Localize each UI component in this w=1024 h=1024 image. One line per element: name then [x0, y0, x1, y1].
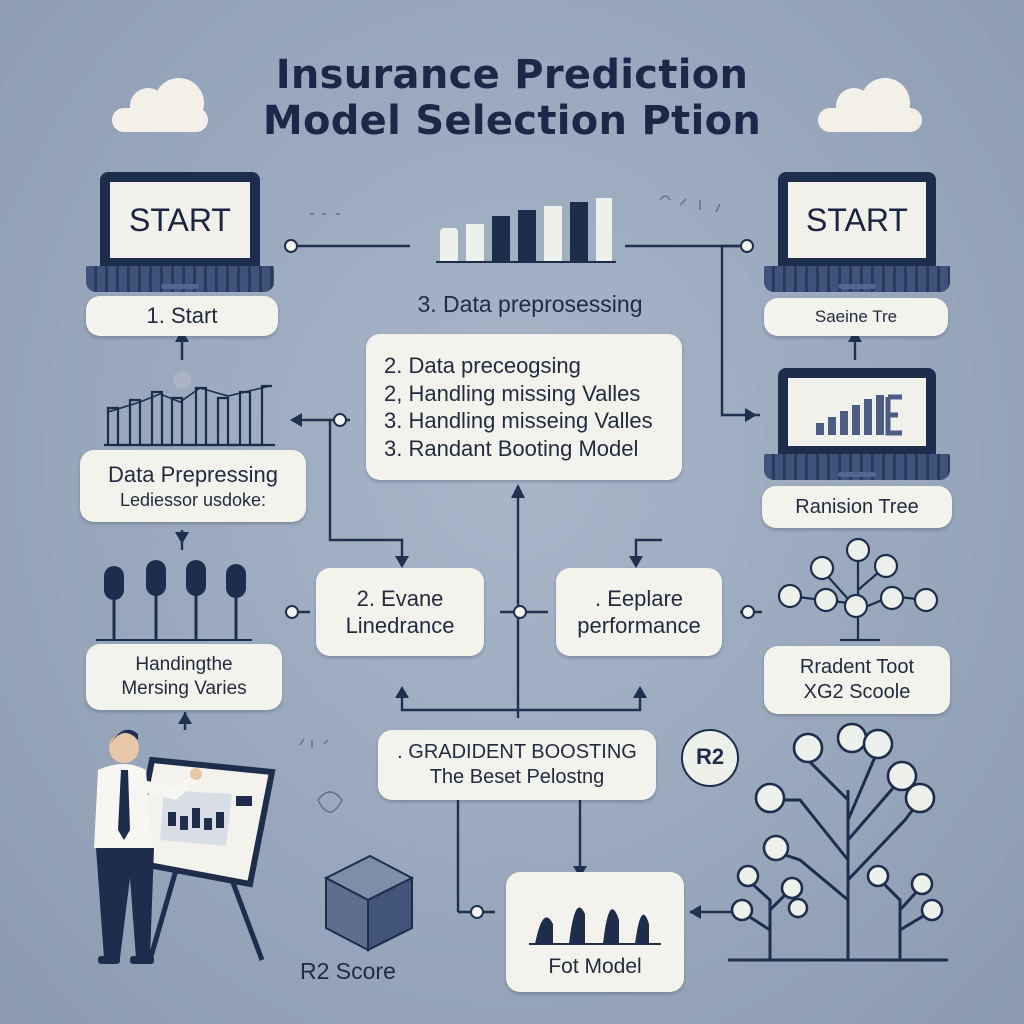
laptop-right-screen-text: START [788, 182, 926, 258]
cloud-icon-left [112, 78, 208, 132]
laptop-left-screen-text: START [110, 182, 250, 258]
fot-model-chart-icon [529, 907, 661, 945]
cloud-icon-right [818, 78, 922, 132]
connector-nodes [173, 239, 755, 919]
label-gradient-boosting: . GRADIDENT BOOSTING The Beset Pelostng [378, 730, 656, 800]
label-data-preprosessing-top: 3. Data preprosessing [417, 290, 643, 317]
label-ranision-tree: Ranision Tree [762, 486, 952, 528]
steps-item-4: 3. Randant Booting Model [384, 435, 639, 461]
cube-icon [323, 854, 415, 952]
large-tree-icon [728, 749, 948, 962]
steps-card: 2. Data preceogsing 2, Handling missing … [366, 334, 682, 480]
label-saeine: Saeine Tre [764, 298, 948, 336]
left-line-chart [104, 384, 275, 447]
label-start: 1. Start [86, 296, 278, 336]
card-fot-model: Fot Model [506, 872, 684, 992]
label-data-prepressing-left: Data Prepressing Lediessor usdoke: [80, 450, 306, 522]
laptop-chart [764, 368, 950, 480]
diagram-title-line-2: Model Selection Ption [262, 98, 762, 144]
laptop-left: START [86, 172, 274, 292]
steps-item-2: 2, Handling missing Valles [384, 380, 641, 406]
label-rradent: Rradent Toot XG2 Scoole [764, 646, 950, 714]
laptop-right: START [764, 172, 950, 292]
steps-item-1: 2. Data preceogsing [384, 353, 581, 378]
label-evane: 2. Evane Linedrance [316, 568, 484, 656]
label-eeplare: . Eeplare performance [556, 568, 722, 656]
laptop-bar-chart-icon [816, 394, 902, 436]
label-handling: Handingthe Mersing Varies [86, 644, 282, 710]
diagram-title-line-1: Insurance Prediction [275, 52, 749, 98]
r2-badge-circle [681, 729, 739, 787]
person-at-easel-illustration [94, 729, 276, 964]
steps-item-3: 3. Handling misseing Valles [384, 408, 653, 433]
label-r2-score: R2 Score [300, 957, 396, 984]
r2-badge-text: R2 [695, 744, 725, 769]
microphone-icons [96, 560, 252, 641]
top-bar-chart [436, 198, 616, 263]
